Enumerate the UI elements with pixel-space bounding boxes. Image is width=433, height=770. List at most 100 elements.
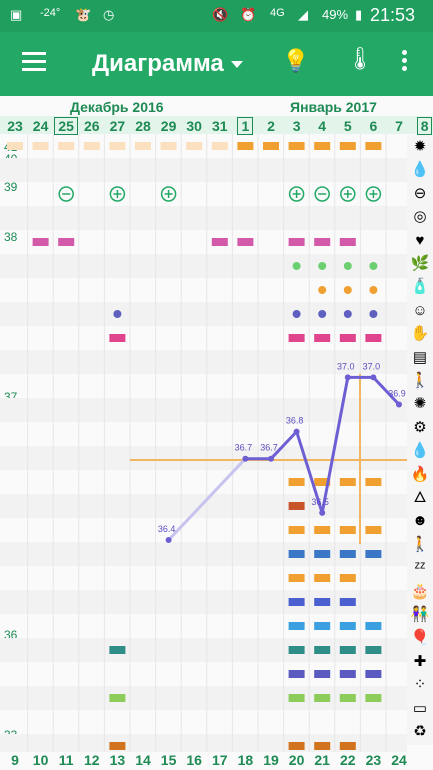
symptom-marker: [339, 574, 356, 582]
top-date-25[interactable]: 25: [53, 117, 79, 135]
symptom-icon-column: ✹ 💧 ⊖ ◎ ♥ 🌿 🧴 ☺ ✋ ▤ 🚶 ✺ ⚙ 💧 🔥 🜂 ☻ 🚶 ᶻᶻ 🎂 👫 🎈 ✚ ⁘ ▭ ♻: [407, 135, 433, 745]
bottom-date-11: 11: [58, 752, 74, 768]
symptom-marker: [211, 142, 228, 150]
temperature-point: [165, 537, 172, 543]
top-date-5[interactable]: 5: [343, 118, 352, 134]
top-date-2[interactable]: 2: [267, 118, 275, 134]
top-date-6[interactable]: 6: [369, 118, 378, 134]
symptom-marker: [339, 670, 356, 678]
top-date-7[interactable]: 7: [395, 118, 403, 134]
bottom-date-10: 10: [32, 752, 49, 768]
bottom-date-16: 16: [186, 752, 202, 768]
temperature-label: 36.9: [388, 389, 406, 399]
temperature-point: [396, 401, 402, 408]
medical-kit-icon: ✚: [413, 652, 427, 670]
heart-icon: ♥: [415, 231, 425, 249]
temperature-point: [319, 509, 326, 516]
alarm-icon: ⏰: [240, 7, 257, 22]
person-icon: 🚶: [410, 372, 430, 389]
plus-marker: [365, 186, 382, 202]
symptom-marker: [58, 142, 75, 150]
symptom-dot: [113, 310, 122, 318]
lightbulb-icon[interactable]: 💡: [282, 48, 310, 73]
symptom-dot: [318, 286, 327, 294]
document-icon: ▤: [412, 348, 428, 366]
face-icon: ☻: [412, 512, 428, 530]
bottom-date-9: 9: [11, 752, 19, 768]
symptom-marker: [314, 238, 331, 246]
symptom-dot: [292, 262, 301, 270]
bottom-date-18: 18: [237, 752, 254, 768]
leaf-icon: 🌿: [410, 255, 430, 272]
top-date-31[interactable]: 31: [212, 118, 228, 134]
app-bar: Диаграмма 💡 🌡: [0, 32, 433, 96]
symptom-marker: [339, 334, 356, 342]
row-band: [0, 350, 407, 374]
symptom-marker: [288, 334, 305, 342]
symptom-marker: [263, 142, 279, 150]
thermometer-icon[interactable]: 🌡: [346, 46, 374, 71]
hamburger-menu-icon[interactable]: [22, 52, 46, 71]
date-strip: [0, 116, 433, 134]
top-date-28[interactable]: 28: [135, 118, 151, 134]
row-band: [0, 542, 407, 566]
top-date-4[interactable]: 4: [318, 118, 327, 134]
top-date-3[interactable]: 3: [292, 118, 301, 134]
symptom-marker: [288, 238, 305, 246]
symptom-marker: [314, 742, 331, 750]
temp-tick: 39: [4, 180, 18, 194]
temperature-label: 36.4: [158, 524, 176, 534]
symptom-dot: [343, 286, 352, 294]
month-label-january: Январь 2017: [290, 99, 377, 115]
symptom-marker: [288, 574, 305, 582]
symptom-marker: [314, 550, 331, 558]
top-date-29[interactable]: 29: [160, 118, 177, 134]
temperature-label: 37.0: [337, 361, 355, 371]
symptom-marker: [288, 694, 305, 702]
top-date-27[interactable]: 27: [109, 118, 126, 134]
cycle-chart[interactable]: 36.4 36.7 36.7 36.8 36.5 37.0 37.0 36.9: [0, 134, 407, 752]
temperature-point: [344, 374, 351, 381]
bottom-date-13: 13: [109, 752, 126, 768]
symptom-dot: [369, 262, 378, 270]
plus-marker: [160, 186, 177, 202]
temperature-point: [370, 374, 377, 381]
symptom-marker: [288, 646, 305, 654]
row-band: [0, 734, 407, 752]
symptom-marker: [314, 622, 331, 630]
symptom-marker: [83, 142, 100, 150]
symptom-marker: [58, 238, 75, 246]
temperature-line-segment: [167, 457, 247, 542]
top-date-24[interactable]: 24: [32, 118, 49, 134]
recycle-icon: ♻: [413, 723, 427, 740]
overflow-menu-icon[interactable]: [402, 50, 408, 71]
symptom-marker: [365, 334, 382, 342]
bottom-date-23: 23: [365, 752, 382, 768]
plus-marker: [340, 186, 356, 202]
symptom-marker: [365, 622, 382, 630]
temperature-label: 37.0: [363, 361, 381, 371]
symptom-marker: [339, 742, 356, 750]
symptom-marker: [288, 598, 305, 606]
top-date-1[interactable]: 1: [232, 117, 258, 135]
bottom-date-24: 24: [391, 752, 407, 768]
caret-down-icon[interactable]: [231, 61, 243, 68]
top-date-26[interactable]: 26: [84, 118, 100, 134]
symptom-marker: [314, 526, 331, 534]
row-band: [0, 254, 407, 278]
top-date-23[interactable]: 23: [7, 118, 23, 134]
symptom-dot: [343, 310, 352, 318]
temperature-point: [242, 455, 249, 462]
symptom-marker: [314, 694, 331, 702]
page-title[interactable]: Диаграмма: [92, 50, 224, 77]
symptom-dot: [292, 310, 301, 318]
cycle-icon: ⊖: [413, 184, 427, 202]
mute-icon: 🔇: [212, 7, 229, 22]
symptom-marker: [314, 142, 331, 150]
symptom-marker: [339, 142, 356, 150]
top-date-30[interactable]: 30: [186, 118, 202, 134]
top-date-8[interactable]: 8: [412, 117, 433, 135]
temp-tick: 38: [4, 230, 18, 244]
status-bar: ▣ -24° 🐮 ◷ 🔇 ⏰ 4G ◢ 49% ▮ 21:53: [0, 0, 433, 32]
weather-temp: -24°: [40, 7, 61, 19]
